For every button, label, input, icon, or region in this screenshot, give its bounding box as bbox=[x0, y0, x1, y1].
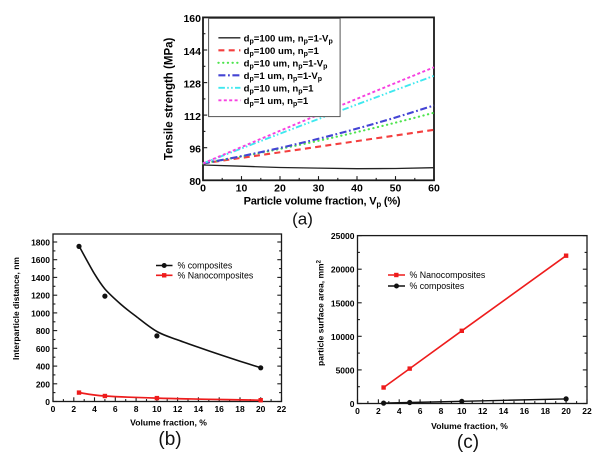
svg-text:128: 128 bbox=[183, 78, 201, 90]
svg-text:20: 20 bbox=[256, 404, 266, 414]
svg-text:18: 18 bbox=[235, 404, 245, 414]
svg-text:4: 4 bbox=[92, 404, 97, 414]
svg-text:% Nanocomposites: % Nanocomposites bbox=[178, 270, 254, 280]
svg-text:800: 800 bbox=[36, 326, 50, 336]
svg-text:10: 10 bbox=[152, 404, 162, 414]
svg-text:40: 40 bbox=[351, 183, 363, 195]
svg-text:10: 10 bbox=[457, 406, 467, 416]
svg-text:25000: 25000 bbox=[331, 231, 355, 241]
svg-text:% Nanocomposites: % Nanocomposites bbox=[410, 270, 486, 280]
svg-text:2: 2 bbox=[71, 404, 76, 414]
svg-text:% composites: % composites bbox=[410, 281, 465, 291]
svg-text:Particle volume fraction, Vp (: Particle volume fraction, Vp (%) bbox=[244, 195, 401, 209]
svg-text:(c): (c) bbox=[457, 432, 479, 453]
svg-text:0: 0 bbox=[200, 183, 206, 195]
svg-text:0: 0 bbox=[45, 397, 50, 407]
svg-text:20: 20 bbox=[561, 406, 571, 416]
svg-text:16: 16 bbox=[520, 406, 530, 416]
svg-text:(a): (a) bbox=[292, 210, 313, 229]
svg-text:30: 30 bbox=[313, 183, 325, 195]
svg-text:0: 0 bbox=[51, 404, 56, 414]
svg-text:60: 60 bbox=[428, 183, 440, 195]
svg-text:dp=1 um, np=1-Vp: dp=1 um, np=1-Vp bbox=[244, 71, 322, 83]
svg-text:160: 160 bbox=[183, 13, 201, 25]
svg-text:4: 4 bbox=[397, 406, 402, 416]
svg-text:8: 8 bbox=[134, 404, 139, 414]
svg-text:22: 22 bbox=[277, 404, 287, 414]
svg-text:dp=1 um, np=1: dp=1 um, np=1 bbox=[244, 96, 309, 108]
svg-text:Interparticle distance, nm: Interparticle distance, nm bbox=[11, 257, 21, 360]
svg-text:dp=100 um, np=1-Vp: dp=100 um, np=1-Vp bbox=[244, 33, 333, 45]
svg-text:5000: 5000 bbox=[336, 365, 355, 375]
svg-text:20: 20 bbox=[274, 183, 286, 195]
svg-text:% composites: % composites bbox=[178, 261, 233, 271]
svg-text:1600: 1600 bbox=[31, 255, 50, 265]
svg-text:16: 16 bbox=[214, 404, 224, 414]
svg-text:Volume fraction, %: Volume fraction, % bbox=[130, 418, 207, 428]
svg-text:dp=10 um, np=1-Vp: dp=10 um, np=1-Vp bbox=[244, 58, 328, 70]
svg-text:1200: 1200 bbox=[31, 291, 50, 301]
svg-text:1000: 1000 bbox=[31, 308, 50, 318]
svg-text:80: 80 bbox=[189, 176, 201, 188]
svg-text:18: 18 bbox=[541, 406, 551, 416]
svg-text:1800: 1800 bbox=[31, 238, 50, 248]
svg-text:144: 144 bbox=[183, 46, 201, 58]
svg-text:dp=10 um, np=1: dp=10 um, np=1 bbox=[244, 83, 315, 95]
svg-text:1400: 1400 bbox=[31, 273, 50, 283]
svg-text:400: 400 bbox=[36, 362, 50, 372]
svg-text:Volume fraction, %: Volume fraction, % bbox=[431, 421, 508, 431]
svg-text:20000: 20000 bbox=[331, 265, 355, 275]
svg-text:14: 14 bbox=[499, 406, 509, 416]
svg-text:6: 6 bbox=[418, 406, 423, 416]
svg-text:particle surface area, mm2: particle surface area, mm2 bbox=[316, 259, 326, 366]
svg-text:6: 6 bbox=[113, 404, 118, 414]
svg-text:dp=100 um, np=1: dp=100 um, np=1 bbox=[244, 46, 320, 58]
svg-text:8: 8 bbox=[439, 406, 444, 416]
svg-text:0: 0 bbox=[355, 406, 360, 416]
svg-text:0: 0 bbox=[350, 399, 355, 409]
svg-text:112: 112 bbox=[184, 111, 201, 123]
svg-text:96: 96 bbox=[189, 144, 201, 156]
svg-text:10: 10 bbox=[236, 183, 248, 195]
svg-text:50: 50 bbox=[390, 183, 402, 195]
svg-text:10000: 10000 bbox=[331, 332, 355, 342]
svg-text:22: 22 bbox=[582, 406, 592, 416]
svg-text:600: 600 bbox=[36, 344, 50, 354]
svg-text:Tensile strength (MPa): Tensile strength (MPa) bbox=[164, 37, 176, 160]
svg-text:15000: 15000 bbox=[331, 298, 355, 308]
svg-text:14: 14 bbox=[194, 404, 204, 414]
svg-text:12: 12 bbox=[173, 404, 183, 414]
svg-text:12: 12 bbox=[478, 406, 488, 416]
svg-text:2: 2 bbox=[376, 406, 381, 416]
svg-text:(b): (b) bbox=[158, 429, 181, 450]
svg-text:200: 200 bbox=[36, 379, 50, 389]
